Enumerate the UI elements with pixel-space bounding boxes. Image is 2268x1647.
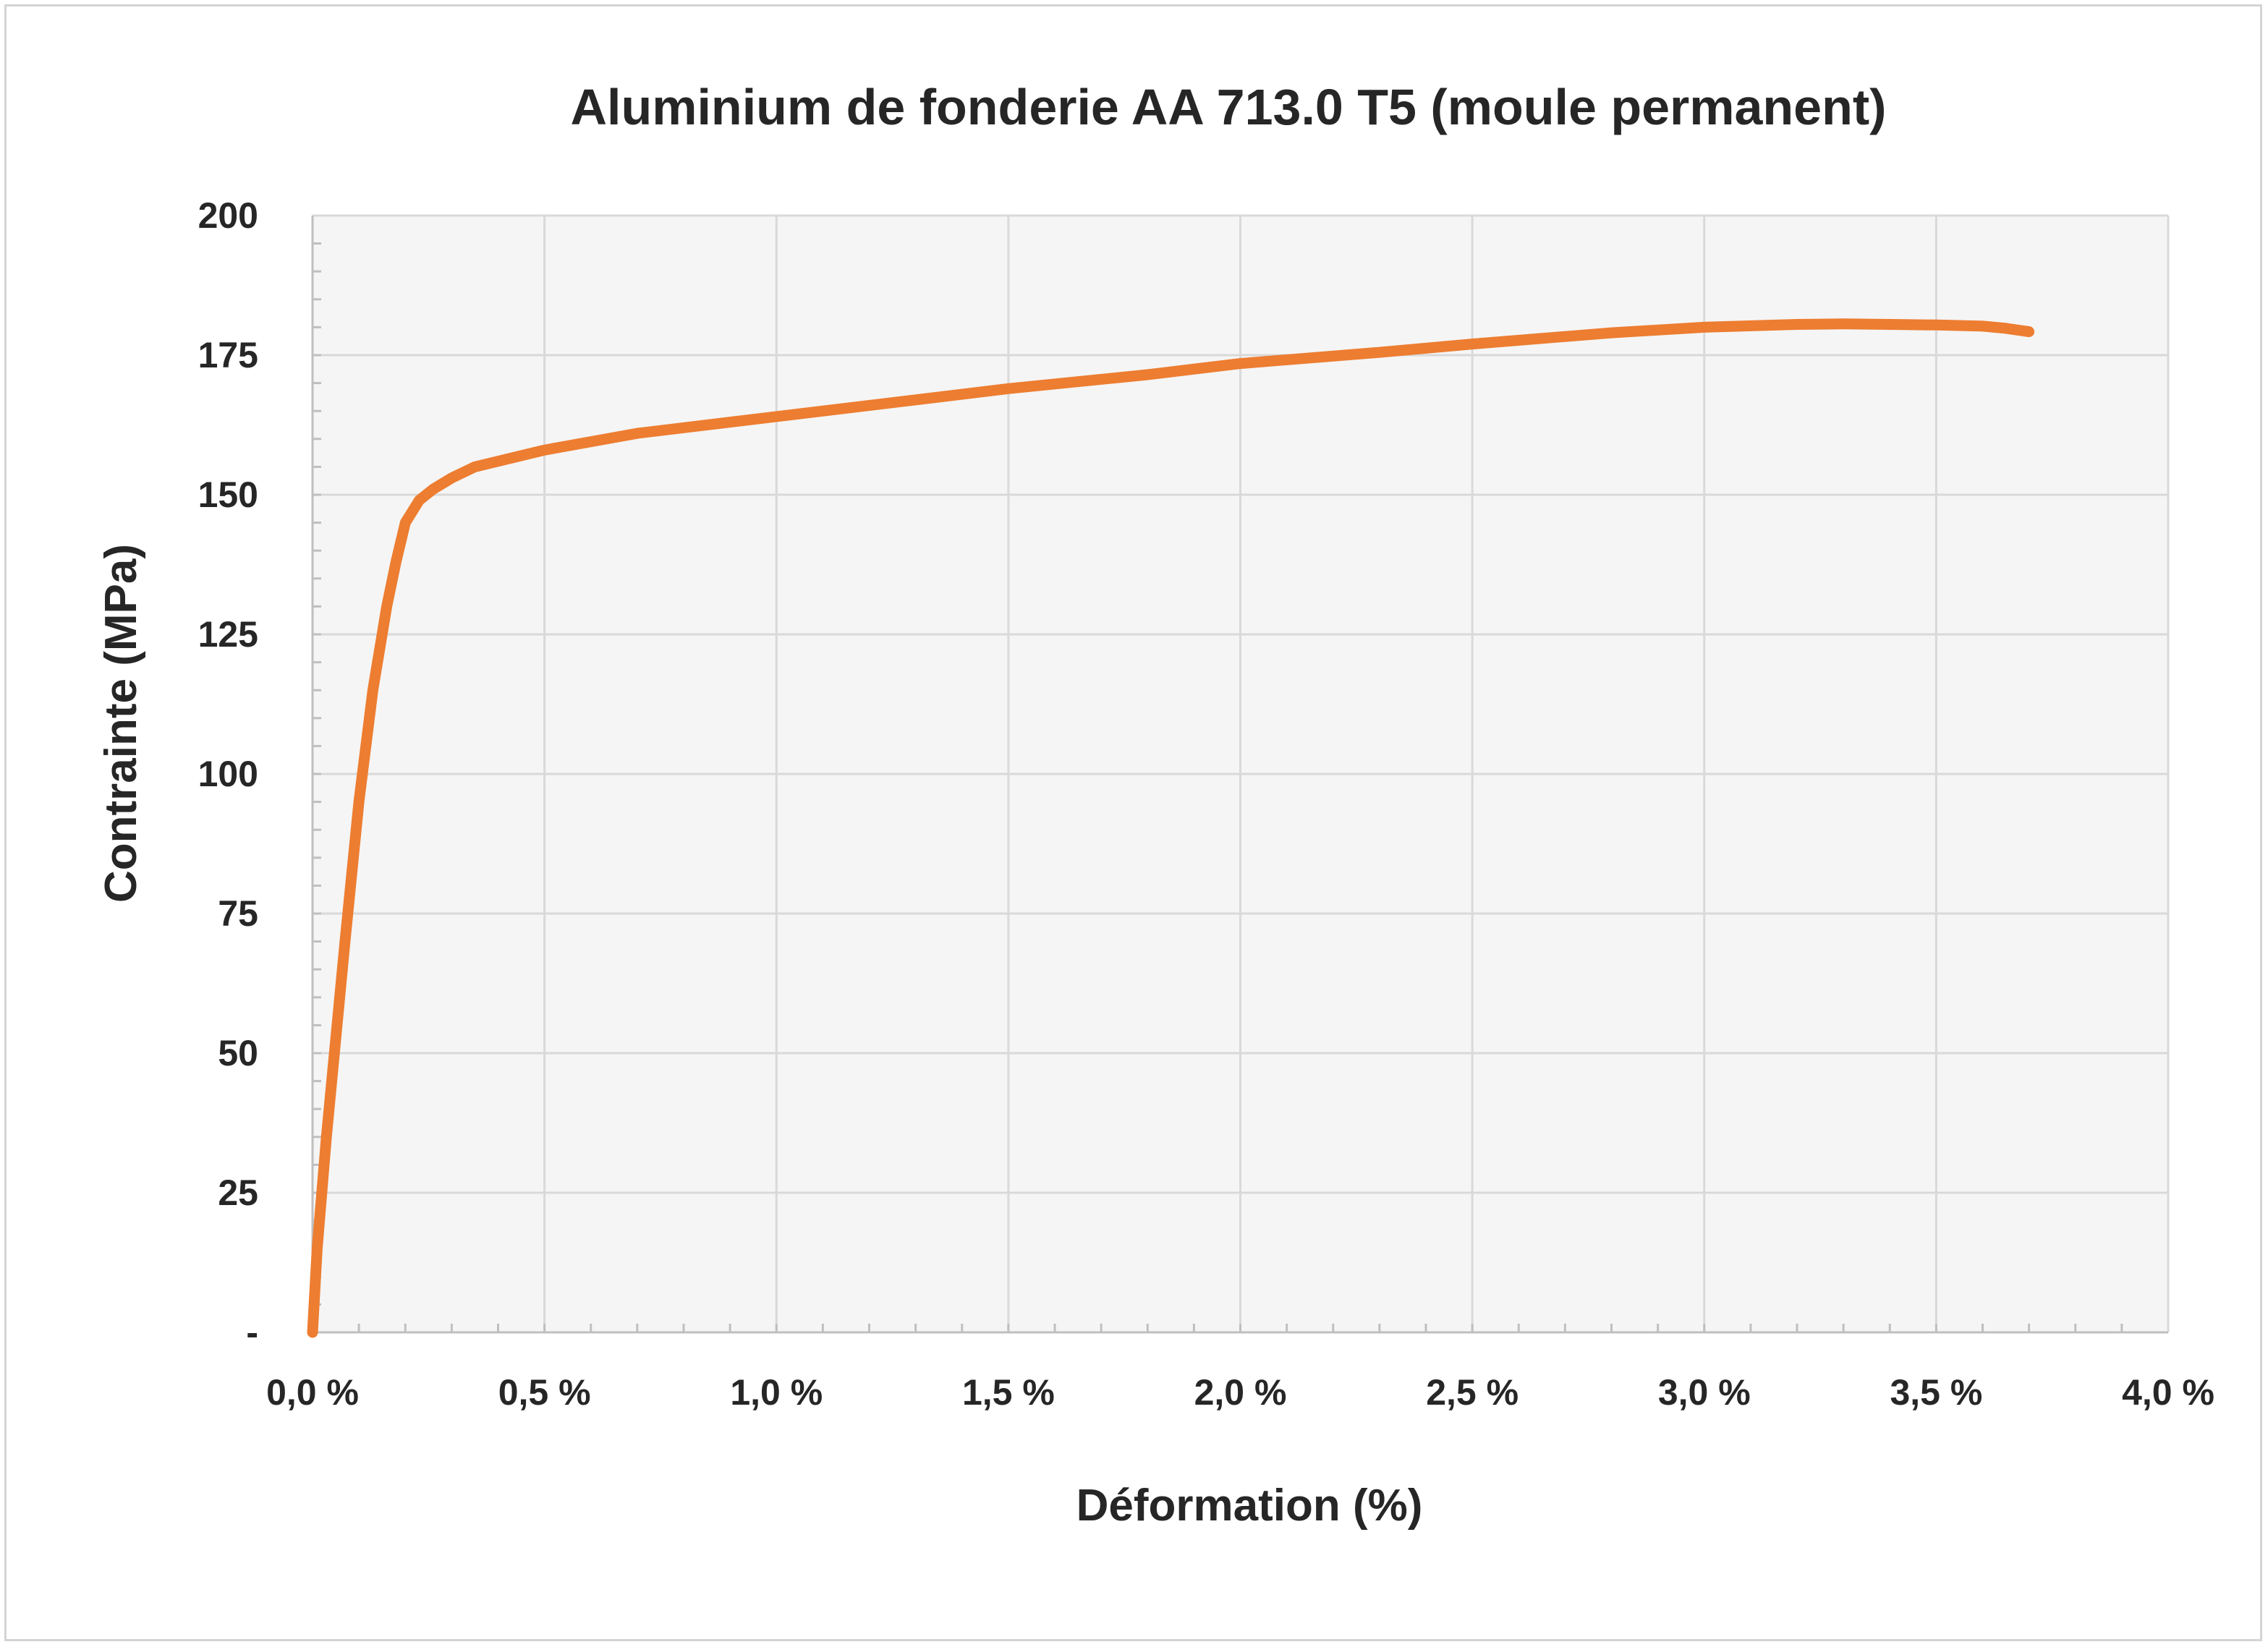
y-tick-label: 150 [198, 474, 258, 515]
x-tick-label: 2,0 % [1194, 1372, 1287, 1413]
y-tick-label: 200 [198, 195, 258, 236]
y-tick-label: 25 [218, 1173, 258, 1213]
y-tick-label: 100 [198, 754, 258, 794]
y-tick-labels: - 25 50 75 100 125 150 175 200 [198, 195, 258, 1353]
x-tick-label: 1,0 % [730, 1372, 823, 1413]
x-tick-label: 1,5 % [962, 1372, 1055, 1413]
x-tick-label: 0,0 % [266, 1372, 359, 1413]
x-tick-label: 4,0 % [2122, 1372, 2214, 1413]
y-axis-title: Contrainte (MPa) [96, 544, 146, 903]
y-tick-label: 175 [198, 335, 258, 375]
x-tick-labels: 0,0 % 0,5 % 1,0 % 1,5 % 2,0 % 2,5 % 3,0 % 3,5 %… [266, 1372, 2214, 1413]
x-tick-label: 2,5 % [1426, 1372, 1519, 1413]
x-tick-label: 3,5 % [1890, 1372, 1982, 1413]
y-tick-label: - [246, 1312, 258, 1353]
x-tick-label: 0,5 % [498, 1372, 591, 1413]
x-axis-title: Déformation (%) [1076, 1481, 1423, 1531]
y-tick-label: 50 [218, 1033, 258, 1073]
minor-ticks [313, 242, 2123, 1332]
chart-title: Aluminium de fonderie AA 713.0 T5 (moule… [570, 79, 1886, 135]
y-tick-label: 75 [218, 893, 258, 934]
y-tick-label: 125 [198, 614, 258, 655]
grid [313, 214, 2170, 1332]
series-layer [307, 318, 2035, 1338]
axes [311, 216, 2168, 1334]
series-line [307, 318, 2035, 1338]
x-tick-label: 3,0 % [1658, 1372, 1751, 1413]
